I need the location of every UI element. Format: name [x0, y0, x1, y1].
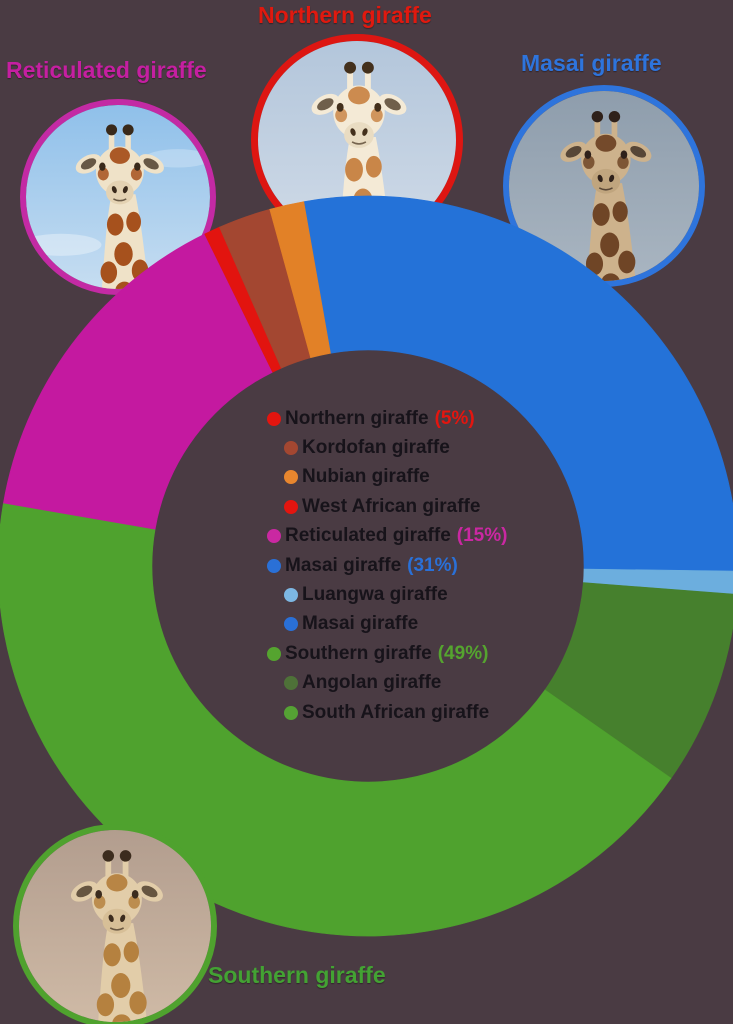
legend-dot-icon	[267, 529, 281, 544]
legend-percent: (31%)	[407, 554, 458, 576]
legend-dot-icon	[284, 470, 298, 485]
legend-item: West African giraffe	[267, 492, 507, 521]
photo-southern-giraffe	[13, 824, 217, 1024]
legend-label: Nubian giraffe	[302, 466, 430, 488]
legend-dot-icon	[267, 558, 281, 573]
legend-dot-icon	[284, 705, 298, 720]
southern-giraffe-illustration	[19, 830, 211, 1022]
legend-percent: (5%)	[434, 407, 475, 429]
legend-label: Angolan giraffe	[302, 672, 442, 694]
legend-dot-icon	[284, 676, 298, 691]
legend-label: Luangwa giraffe	[302, 584, 448, 606]
legend-item: Luangwa giraffe	[267, 580, 507, 609]
legend-item: Angolan giraffe	[267, 669, 507, 698]
segment-masai-giraffe	[303, 195, 733, 572]
legend-label: Masai giraffe	[285, 554, 402, 576]
legend-label: Northern giraffe	[285, 407, 429, 429]
label-reticulated-giraffe: Reticulated giraffe	[6, 57, 207, 83]
legend-item: Southern giraffe (49%)	[267, 639, 507, 668]
legend-item: Nubian giraffe	[267, 463, 507, 492]
legend-dot-icon	[284, 441, 298, 456]
legend-label: South African giraffe	[302, 701, 490, 723]
legend-percent: (49%)	[437, 642, 489, 664]
legend-label: Kordofan giraffe	[302, 437, 450, 459]
legend-item: Northern giraffe (5%)	[267, 404, 507, 433]
legend-item: Reticulated giraffe (15%)	[267, 522, 507, 551]
legend-item: Masai giraffe	[267, 610, 507, 639]
legend-dot-icon	[284, 617, 298, 632]
legend-percent: (15%)	[456, 525, 508, 547]
legend-dot-icon	[267, 411, 281, 426]
legend-label: Masai giraffe	[302, 613, 419, 635]
legend-dot-icon	[284, 588, 298, 603]
legend-dot-icon	[284, 499, 298, 514]
legend-label: West African giraffe	[302, 495, 481, 517]
legend-label: Reticulated giraffe	[285, 525, 451, 547]
segment-nubian-giraffe	[269, 201, 331, 359]
segment-south-african-giraffe	[0, 502, 672, 937]
label-southern-giraffe: Southern giraffe	[208, 962, 386, 988]
label-masai-giraffe: Masai giraffe	[521, 50, 662, 76]
segment-reticulated-giraffe	[3, 233, 274, 530]
legend-item: Kordofan giraffe	[267, 433, 507, 462]
legend-label: Southern giraffe	[285, 642, 432, 664]
label-northern-giraffe: Northern giraffe	[258, 2, 432, 28]
legend-dot-icon	[267, 646, 281, 661]
legend-item: Masai giraffe (31%)	[267, 551, 507, 580]
legend-item: South African giraffe	[267, 698, 507, 727]
legend: Northern giraffe (5%) Kordofan giraffe Nubi…	[267, 404, 507, 727]
